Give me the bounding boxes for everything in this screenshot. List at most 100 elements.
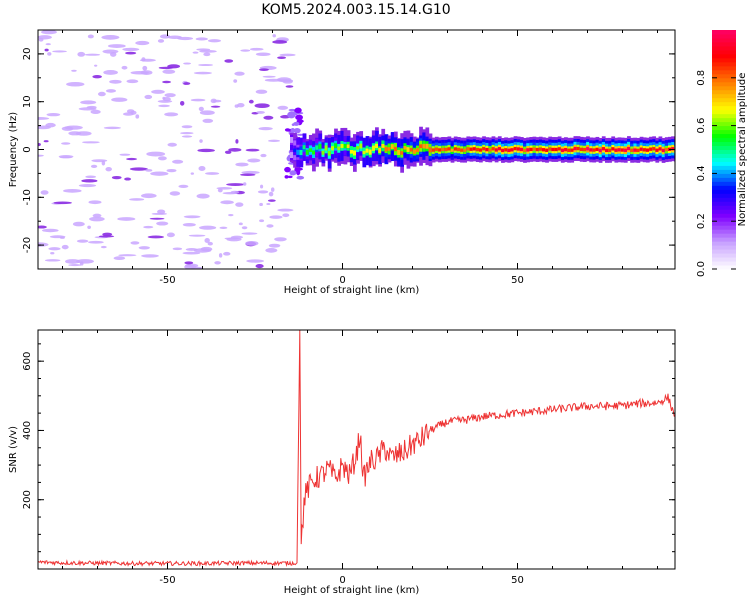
colorbar-segment xyxy=(712,89,736,95)
heatmap-noise-cell xyxy=(272,34,276,38)
heatmap-ridge-cell xyxy=(312,150,316,155)
heatmap-ridge-cell xyxy=(337,146,341,151)
heatmap-ridge-cell xyxy=(504,148,508,152)
colorbar: 0.0 0.2 0.4 0.6 0.8 Normalized spectral ampli… xyxy=(696,30,748,277)
heatmap-noise-cell xyxy=(192,51,199,54)
colorbar-segment xyxy=(712,197,736,202)
colorbar-segment xyxy=(712,133,736,139)
heatmap-noise-cell xyxy=(285,85,294,88)
heatmap-ridge-cell xyxy=(592,148,597,152)
heatmap-noise-cell xyxy=(149,217,165,220)
heatmap-transition-cell xyxy=(284,128,291,132)
heatmap-ridge-cell xyxy=(523,148,527,153)
heatmap-ridge-cell xyxy=(611,147,616,151)
heatmap-ridge-cell xyxy=(671,147,675,151)
heatmap-ridge-cell xyxy=(658,147,663,151)
heatmap-noise-cell xyxy=(183,215,201,219)
heatmap-noise-cell xyxy=(240,49,251,52)
heatmap-noise-cell xyxy=(84,53,101,56)
heatmap-noise-cell xyxy=(235,139,239,144)
heatmap-noise-cell xyxy=(105,166,112,172)
heatmap-noise-cell xyxy=(259,202,263,207)
heatmap-noise-cell xyxy=(65,259,81,264)
heatmap-noise-cell xyxy=(61,142,71,145)
heatmap-transition-cell xyxy=(296,133,305,136)
heatmap-ridge-cell xyxy=(589,148,593,152)
heatmap-noise-cell xyxy=(241,170,260,175)
heatmap-noise-cell xyxy=(90,109,101,114)
heatmap-noise-cell xyxy=(254,103,270,109)
heatmap-noise-cell xyxy=(150,171,169,176)
heatmap-noise-cell xyxy=(126,79,139,84)
heatmap-noise-cell xyxy=(264,78,283,82)
heatmap-noise-cell xyxy=(228,147,242,152)
colorbar-segment xyxy=(712,241,736,246)
heatmap-ridge-cell xyxy=(293,148,297,153)
heatmap-noise-cell xyxy=(245,148,260,152)
heatmap-ridge-cell xyxy=(475,147,480,152)
heatmap-noise-cell xyxy=(40,190,49,195)
heatmap-noise-cell xyxy=(198,63,214,67)
colorbar-segment xyxy=(712,245,736,250)
heatmap-noise-cell xyxy=(145,169,153,172)
heatmap-transition-cell xyxy=(288,108,296,112)
heatmap-noise-cell xyxy=(237,102,245,108)
heatmap-noise-cell xyxy=(71,69,77,72)
colorbar-segment xyxy=(712,261,736,266)
colorbar-segment xyxy=(712,101,736,107)
colorbar-segment xyxy=(712,173,736,178)
heatmap-noise-cell xyxy=(88,200,102,205)
colorbar-segment xyxy=(712,165,736,170)
heatmap-noise-cell xyxy=(64,125,83,130)
heatmap-noise-cell xyxy=(203,52,211,57)
heatmap-noise-cell xyxy=(224,59,234,63)
heatmap-noise-cell xyxy=(233,79,238,83)
heatmap-noise-cell xyxy=(162,69,176,74)
heatmap-noise-cell xyxy=(182,222,196,227)
heatmap-xlabel: Height of straight line (km) xyxy=(284,285,420,296)
heatmap-noise-cell xyxy=(53,201,72,205)
heatmap-ridge-cell xyxy=(460,148,464,152)
heatmap-noise-cell xyxy=(100,245,107,249)
heatmap-noise-cell xyxy=(224,237,239,240)
heatmap-noise-cell xyxy=(166,168,177,173)
colorbar-segment xyxy=(712,73,736,79)
heatmap-transition-cell xyxy=(284,175,289,179)
heatmap-noise-cell xyxy=(235,162,249,167)
heatmap-noise-cell xyxy=(180,132,194,135)
colorbar-tick-label: 0.2 xyxy=(696,213,707,229)
heatmap-ridge-cell xyxy=(655,148,660,152)
heatmap-noise-cell xyxy=(270,187,275,192)
colorbar-segment xyxy=(712,141,736,147)
snr-x-tick-label: 50 xyxy=(511,575,524,586)
heatmap-ridge-cell xyxy=(349,150,354,154)
heatmap-noise-cell xyxy=(195,37,208,41)
heatmap-noise-cell xyxy=(44,259,61,262)
heatmap-noise-cell xyxy=(157,156,167,161)
heatmap-ridge-cell xyxy=(664,147,669,152)
heatmap-noise-cell xyxy=(255,264,264,269)
heatmap-noise-cell xyxy=(113,256,126,261)
heatmap-ridge-cell xyxy=(343,143,348,149)
heatmap-noise-cell xyxy=(234,104,239,108)
heatmap-ridge-cell xyxy=(444,147,449,152)
heatmap-noise-cell xyxy=(68,131,82,136)
snr-frame xyxy=(37,329,676,570)
heatmap-noise-cell xyxy=(164,112,179,117)
heatmap-ridge-cell xyxy=(356,146,360,150)
snr-y-tick-label: 200 xyxy=(22,490,33,509)
heatmap-noise-cell xyxy=(85,175,97,179)
heatmap-noise-cell xyxy=(263,115,274,120)
heatmap-ridge-cell xyxy=(441,147,445,152)
colorbar-segment xyxy=(712,30,736,35)
heatmap-ridge-cell xyxy=(308,148,313,152)
heatmap-ridge-cell xyxy=(346,144,351,148)
heatmap-noise-cell xyxy=(255,52,271,57)
colorbar-segment xyxy=(712,145,736,150)
heatmap-ridge-cell xyxy=(365,148,370,153)
colorbar-segment xyxy=(712,157,736,162)
heatmap-ridge-cell xyxy=(595,147,600,152)
heatmap-ridge-cell xyxy=(299,149,304,156)
heatmap-noise-cell xyxy=(258,127,273,131)
heatmap-noise-cell xyxy=(111,97,128,102)
